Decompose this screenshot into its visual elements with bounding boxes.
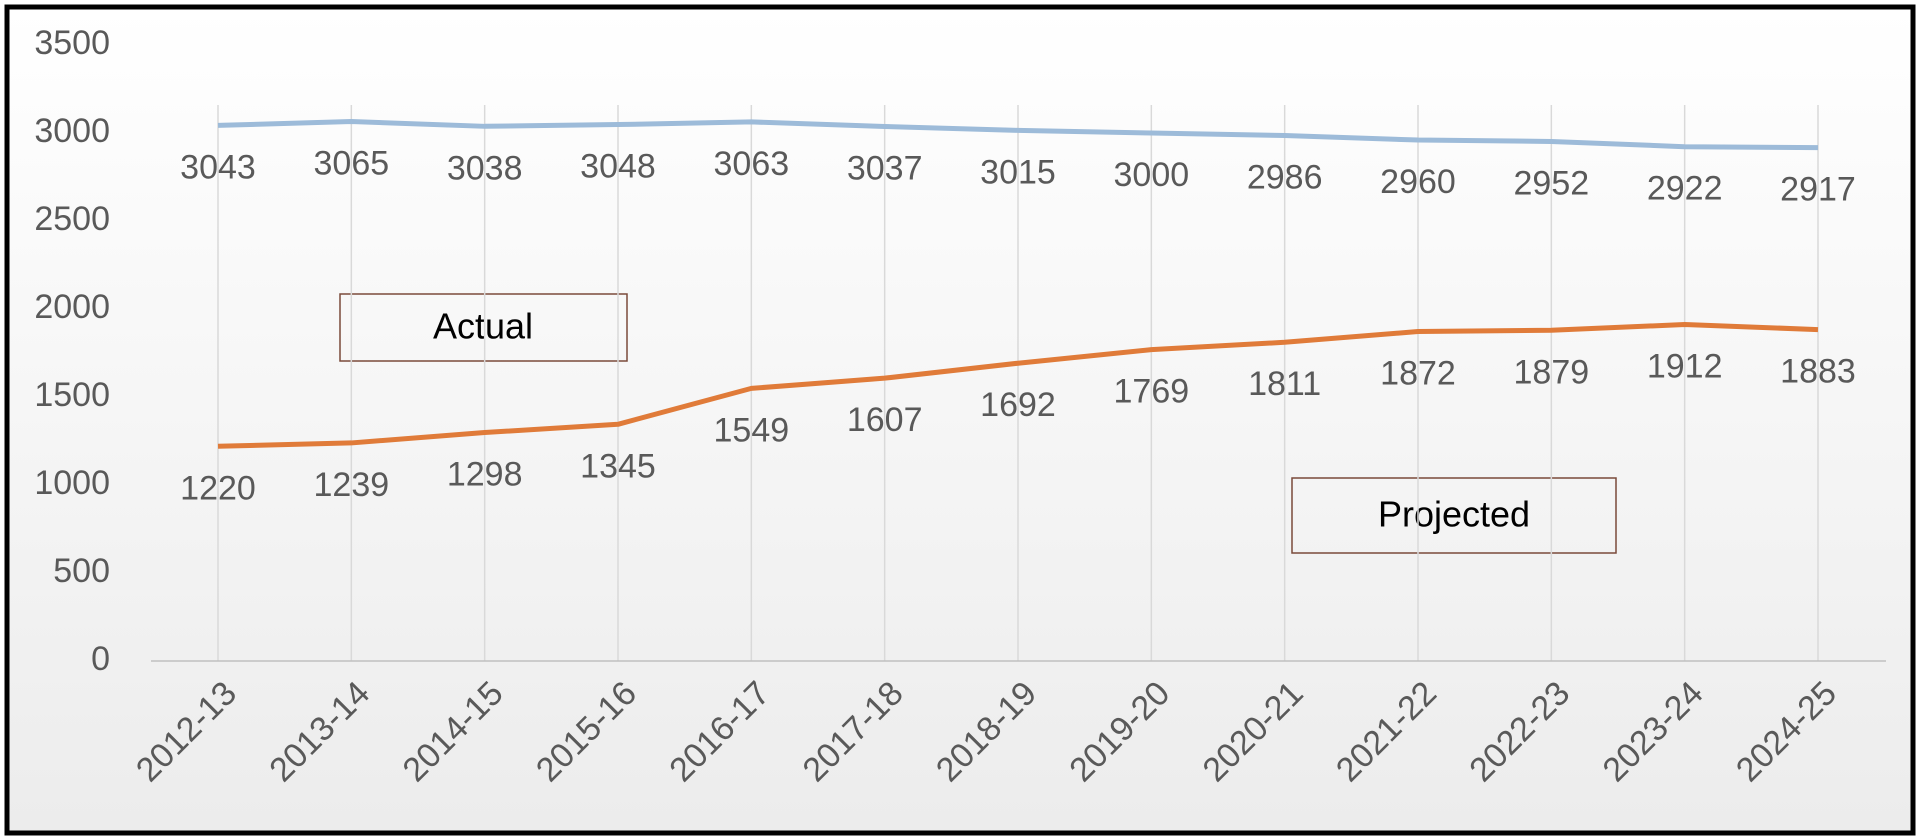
annotation-box bbox=[1291, 477, 1617, 554]
data-label: 1872 bbox=[1380, 355, 1456, 393]
data-label: 1769 bbox=[1114, 373, 1190, 411]
data-label: 3038 bbox=[447, 149, 523, 187]
y-tick-label: 1000 bbox=[34, 464, 110, 502]
data-label: 2960 bbox=[1380, 163, 1456, 201]
data-label: 3000 bbox=[1114, 156, 1190, 194]
data-label: 3015 bbox=[980, 153, 1056, 191]
data-label: 1692 bbox=[980, 386, 1056, 424]
annotation: Actual bbox=[433, 306, 533, 347]
data-label: 1811 bbox=[1248, 365, 1321, 403]
y-tick-label: 0 bbox=[91, 640, 110, 678]
data-label: 1879 bbox=[1514, 353, 1590, 391]
data-label: 3037 bbox=[847, 149, 923, 187]
data-label: 3065 bbox=[314, 145, 390, 183]
y-tick-label: 2000 bbox=[34, 288, 110, 326]
series-line bbox=[217, 119, 1819, 151]
y-tick-label: 1500 bbox=[34, 376, 110, 414]
annotation-box bbox=[339, 293, 628, 362]
data-label: 1298 bbox=[447, 456, 523, 494]
data-label: 2922 bbox=[1647, 170, 1723, 208]
data-label: 3048 bbox=[580, 148, 656, 186]
data-label: 2952 bbox=[1514, 164, 1590, 202]
data-label: 1239 bbox=[314, 466, 390, 504]
data-label: 1549 bbox=[714, 411, 790, 449]
data-label: 1912 bbox=[1647, 347, 1723, 385]
data-label: 1345 bbox=[580, 447, 656, 485]
data-label: 1220 bbox=[180, 469, 256, 507]
data-label: 3063 bbox=[714, 145, 790, 183]
data-label: 2986 bbox=[1247, 158, 1323, 196]
data-label: 1607 bbox=[847, 401, 923, 439]
y-tick-label: 3000 bbox=[34, 112, 110, 150]
series-line bbox=[217, 321, 1819, 449]
y-tick-label: 500 bbox=[53, 552, 110, 590]
data-label: 1883 bbox=[1780, 353, 1856, 391]
y-tick-label: 3500 bbox=[34, 24, 110, 62]
y-tick-label: 2500 bbox=[34, 200, 110, 238]
annotation: Projected bbox=[1378, 494, 1530, 535]
data-label: 2917 bbox=[1780, 171, 1856, 209]
data-label: 3043 bbox=[180, 148, 256, 186]
